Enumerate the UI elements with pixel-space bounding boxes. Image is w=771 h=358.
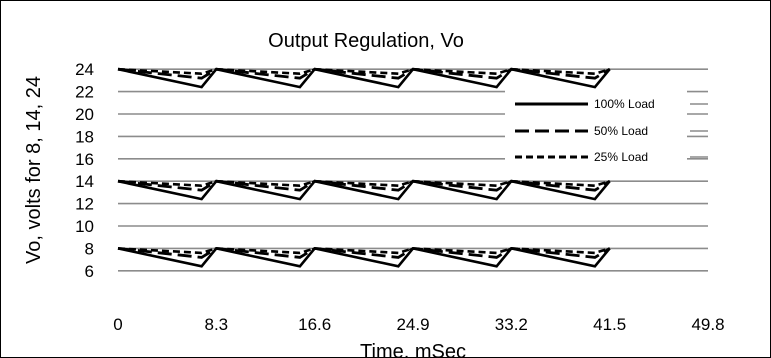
y-tick-label: 16 (75, 150, 94, 169)
y-tick-label: 8 (85, 239, 94, 258)
x-tick-label: 8.3 (205, 315, 229, 334)
legend-label: 50% Load (594, 124, 648, 138)
y-axis-title: Vo, volts for 8, 14, 24 (23, 76, 45, 264)
legend-label: 25% Load (594, 150, 648, 164)
y-tick-label: 10 (75, 217, 94, 236)
x-tick-label: 0 (113, 315, 122, 334)
x-tick-label: 16.6 (298, 315, 331, 334)
x-axis-title: Time, mSec (360, 341, 466, 358)
x-tick-label: 41.5 (593, 315, 626, 334)
y-tick-label: 22 (75, 83, 94, 102)
x-tick-label: 33.2 (495, 315, 528, 334)
y-tick-label: 14 (75, 172, 94, 191)
y-tick-label: 12 (75, 195, 94, 214)
y-tick-label: 20 (75, 105, 94, 124)
legend: 100% Load 50% Load 25% Load (505, 90, 708, 170)
y-tick-label: 18 (75, 127, 94, 146)
chart-title: Output Regulation, Vo (268, 30, 464, 52)
x-tick-label: 49.8 (691, 315, 724, 334)
x-tick-label: 24.9 (396, 315, 429, 334)
y-tick-label: 24 (75, 60, 94, 79)
y-tick-label: 6 (85, 262, 94, 281)
legend-label: 100% Load (594, 97, 655, 111)
